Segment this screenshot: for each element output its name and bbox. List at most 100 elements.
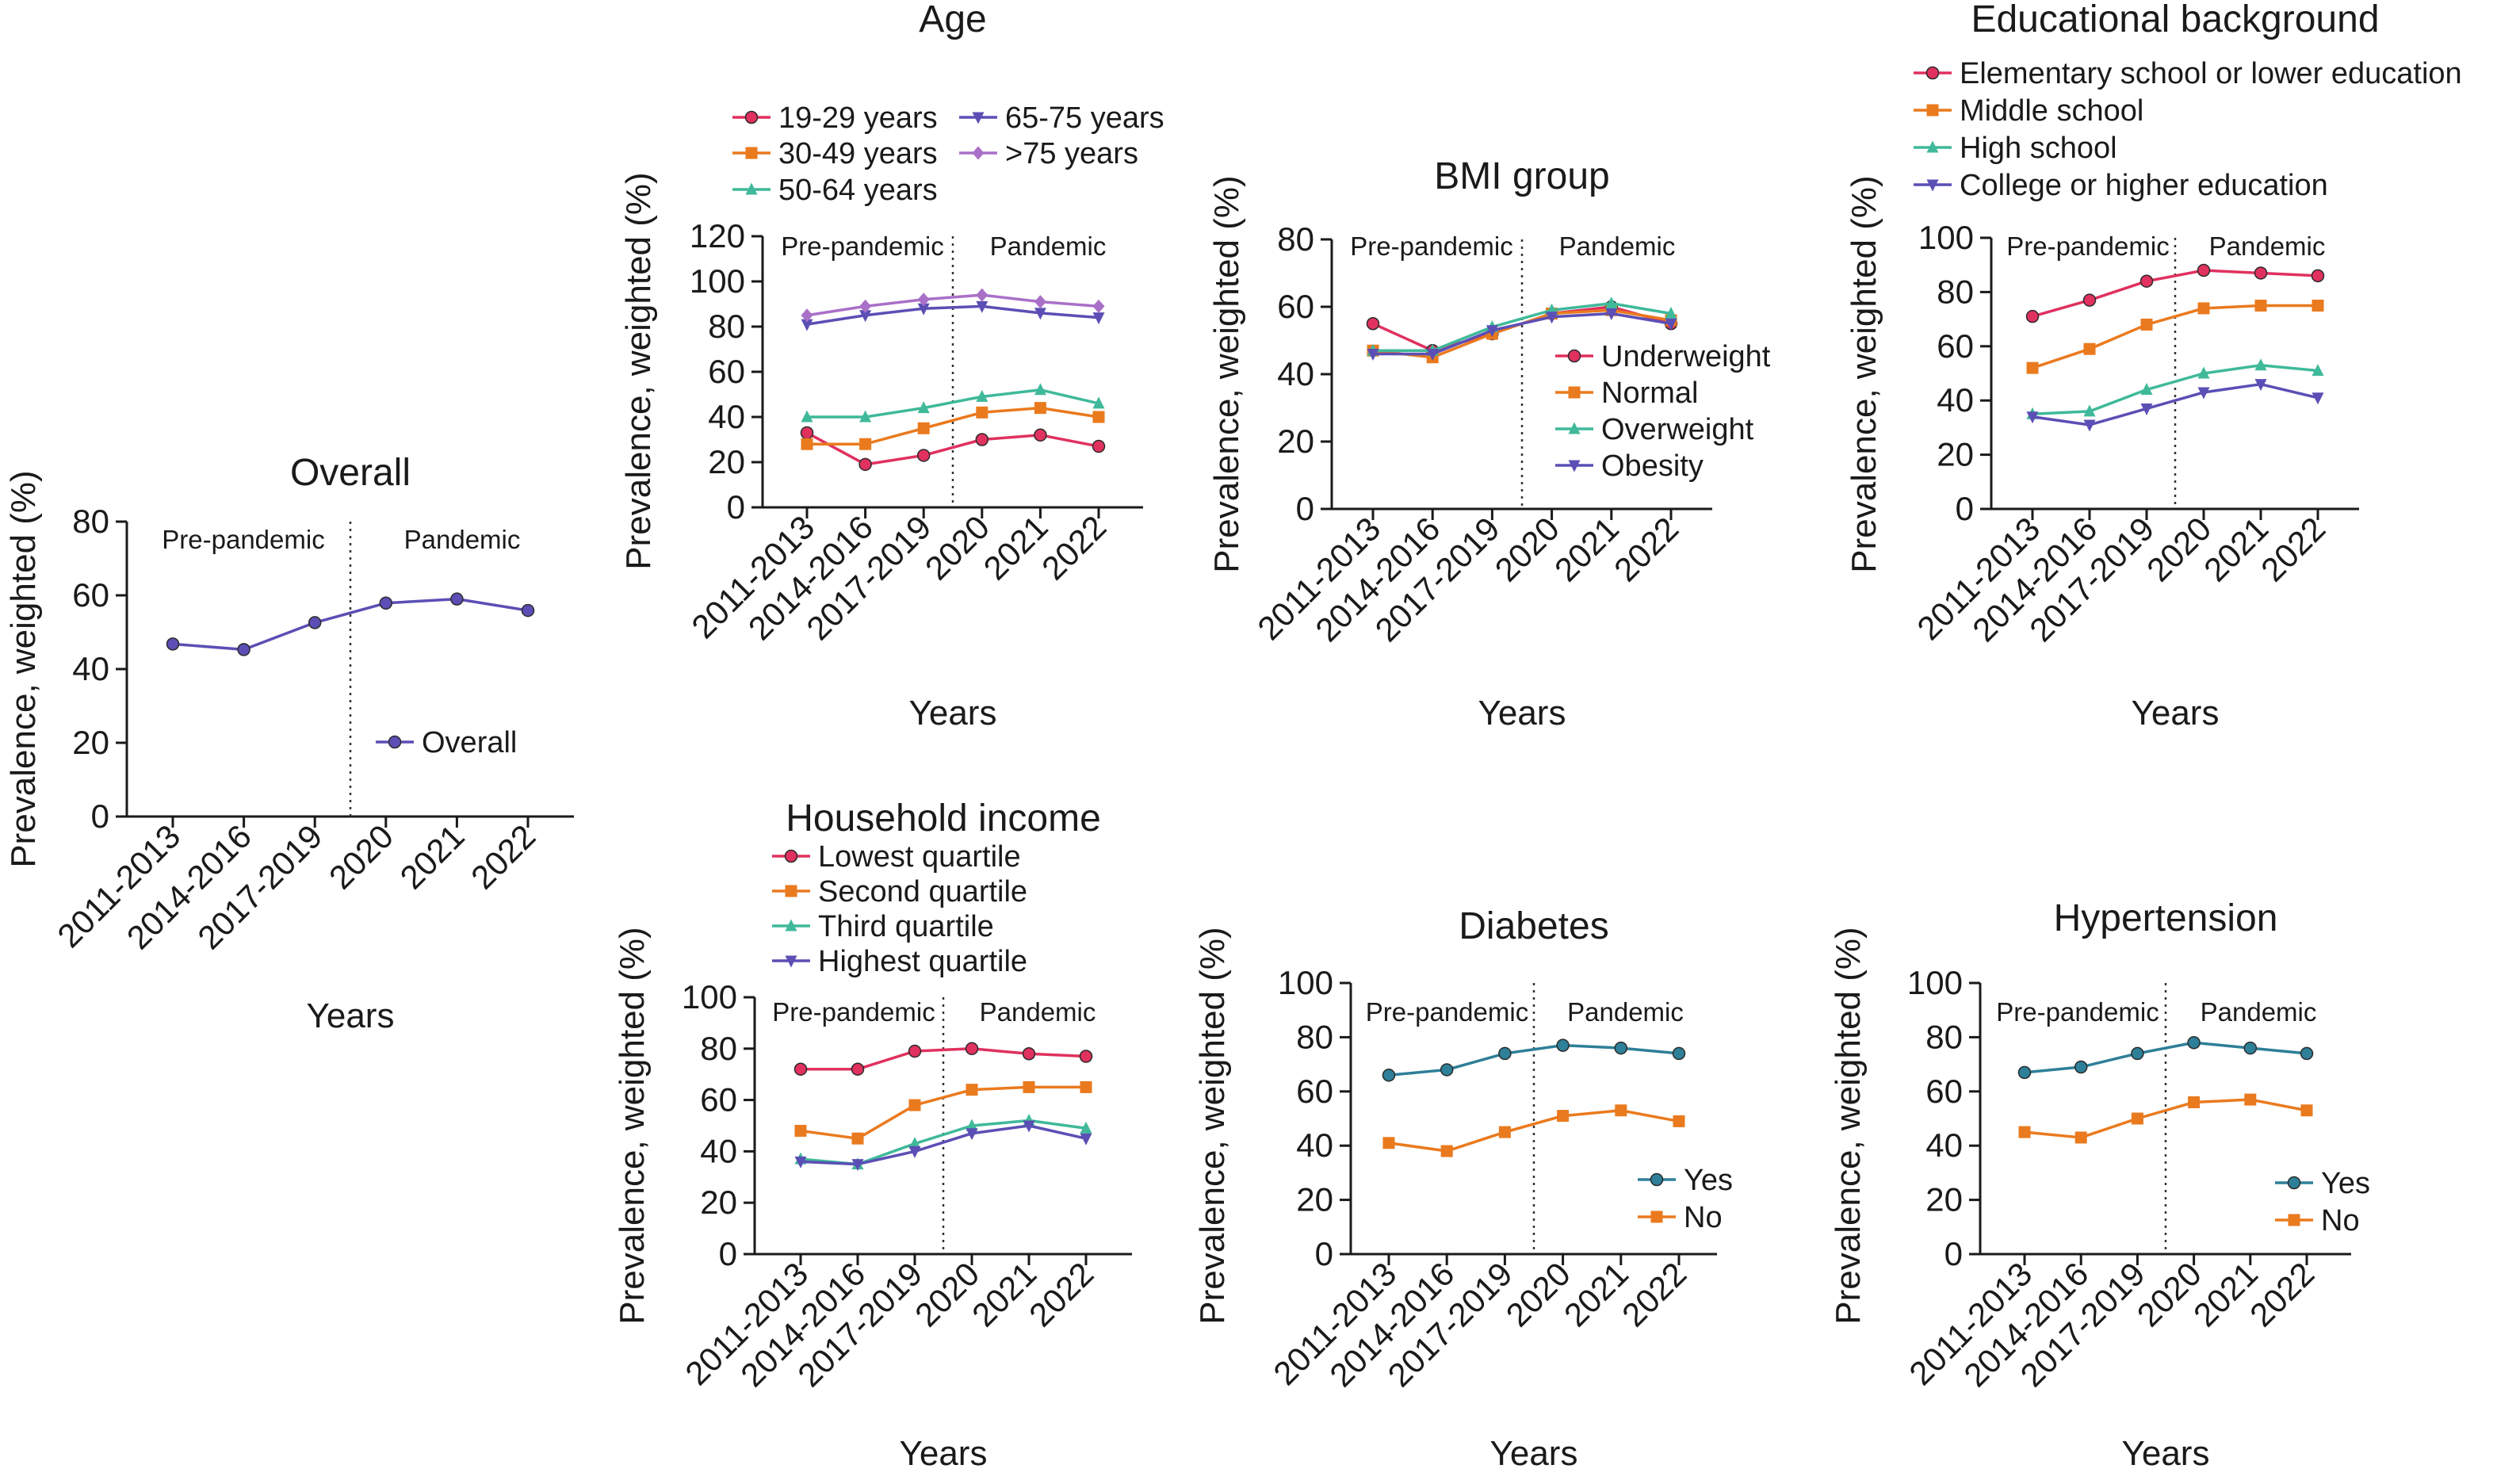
y-tick-label: 20 <box>72 724 109 761</box>
data-point-yes <box>1498 1046 1512 1061</box>
data-point-middle-school <box>2312 300 2324 312</box>
y-tick-label: 40 <box>1296 1126 1333 1164</box>
data-point-yes <box>2187 1035 2201 1050</box>
y-axis-label: Prevalence, weighted (%) <box>1829 927 1868 1324</box>
data-point-overall <box>521 603 535 618</box>
data-point-high-school <box>2312 364 2324 377</box>
data-point-highest-quartile <box>966 1128 978 1141</box>
panel-diabetes: Diabetes0204060801002011-20132014-201620… <box>1193 905 1733 1473</box>
x-tick-label: 2022 <box>2254 510 2332 588</box>
data-point-college-or-higher-education <box>2140 403 2153 415</box>
data-point-yes <box>1382 1069 1396 1082</box>
data-point-third-quartile <box>966 1119 978 1131</box>
data-point-65-75-years <box>1034 308 1046 320</box>
data-point-obesity <box>1426 349 1439 361</box>
legend-marker-65-75-years <box>972 112 985 124</box>
data-point-yes <box>2074 1060 2088 1074</box>
series-line-obesity <box>1373 312 1672 356</box>
data-point-65-75-years <box>1092 312 1105 325</box>
period-label-pandemic: Pandemic <box>1567 997 1684 1027</box>
y-axis-label: Prevalence, weighted (%) <box>1193 927 1232 1324</box>
data-point-highest-quartile <box>908 1146 921 1158</box>
data-point-highest-quartile <box>851 1159 864 1172</box>
data-point-overall <box>450 592 464 606</box>
period-label-pre: Pre-pandemic <box>781 231 943 261</box>
chart-title: Age <box>919 0 986 40</box>
y-tick-label: 40 <box>1937 381 1974 419</box>
data-point-no <box>2074 1131 2087 1144</box>
chart-title: Overall <box>290 452 411 494</box>
x-tick-label: 2020 <box>2130 1255 2208 1333</box>
panel-overall: Overall0204060802011-20132014-20162017-2… <box>4 452 574 1035</box>
legend-label-19-29-years: 19-29 years <box>778 101 938 135</box>
data-point-high-school <box>2083 404 2096 417</box>
x-tick-label: 2021 <box>2186 1255 2265 1333</box>
x-tick-label: 2022 <box>1607 510 1685 588</box>
series-line-lowest-quartile <box>801 1047 1087 1071</box>
series-line-19-29-years <box>806 431 1099 466</box>
legend-marker-normal <box>1568 386 1581 399</box>
x-axis-label: Years <box>1478 694 1566 732</box>
data-point-college-or-higher-education <box>2312 392 2324 405</box>
panel-age: Age0204060801001202011-20132014-20162017… <box>619 0 1164 732</box>
y-tick-label: 80 <box>1277 220 1314 258</box>
y-tick-label: 100 <box>1907 964 1963 1001</box>
data-point-50-64-years <box>917 401 930 414</box>
data-point-college-or-higher-education <box>2083 419 2096 432</box>
data-point-elementary-school-or-lower-education <box>2254 266 2268 280</box>
legend-marker-college-or-higher-education <box>1926 179 1939 192</box>
data-point-30-49-years <box>917 422 930 434</box>
period-label-pandemic: Pandemic <box>1559 231 1676 261</box>
data-point-30-49-years <box>976 406 988 419</box>
data-point-highest-quartile <box>1023 1120 1035 1133</box>
x-tick-label: 2021 <box>1557 1255 1635 1333</box>
legend-label-50-64-years: 50-64 years <box>778 174 938 207</box>
legend-label-college-or-higher-education: College or higher education <box>1960 169 2328 202</box>
legend-marker-no <box>1650 1211 1663 1223</box>
data-point-underweight <box>1366 317 1380 331</box>
data-point-19-29-years <box>1034 428 1047 442</box>
data-point-overall <box>166 637 180 651</box>
data-point-no <box>2018 1126 2031 1138</box>
panel-bmi: BMI group0204060802011-20132014-20162017… <box>1207 155 1771 732</box>
period-label-pandemic: Pandemic <box>2201 997 2317 1027</box>
data-point-no <box>1382 1137 1395 1149</box>
legend-label-middle-school: Middle school <box>1960 94 2143 128</box>
panel-income: Household income0204060801002011-2013201… <box>613 797 1132 1473</box>
x-axis-label: Years <box>307 996 395 1035</box>
legend-marker-highest-quartile <box>785 955 797 968</box>
legend-marker-no <box>2288 1214 2300 1226</box>
legend-marker-third-quartile <box>785 919 797 931</box>
data-point-yes <box>1614 1041 1628 1055</box>
y-tick-label: 40 <box>1277 355 1314 392</box>
x-tick-label: 2022 <box>1022 1255 1100 1333</box>
period-label-pre: Pre-pandemic <box>1350 231 1512 261</box>
legend-marker-yes <box>2287 1176 2301 1190</box>
legend-label-normal: Normal <box>1601 377 1698 410</box>
data-point-50-64-years <box>976 389 988 402</box>
data-point-19-29-years <box>975 433 989 446</box>
chart-title: Hypertension <box>2054 897 2278 939</box>
data-point-19-29-years <box>800 426 814 440</box>
y-tick-label: 80 <box>72 503 109 540</box>
y-tick-label: 0 <box>1956 490 1974 527</box>
series-line-overall <box>172 597 529 652</box>
y-tick-label: 100 <box>690 262 745 300</box>
data-point-30-49-years <box>859 438 872 450</box>
legend-marker-50-64-years <box>745 182 758 195</box>
data-point-no <box>2300 1104 2313 1117</box>
data-point-75-years <box>1092 299 1105 313</box>
x-tick-label: 2020 <box>908 1255 986 1333</box>
legend-label-elementary-school-or-lower-education: Elementary school or lower education <box>1960 57 2462 90</box>
series-line-highest-quartile <box>800 1124 1087 1166</box>
x-tick-label: 2022 <box>2243 1255 2321 1333</box>
y-axis-label: Prevalence, weighted (%) <box>1207 175 1246 572</box>
data-point-no <box>1673 1115 1685 1127</box>
series-line-30-49-years <box>807 406 1099 446</box>
y-tick-label: 0 <box>1315 1235 1333 1272</box>
data-point-overall <box>379 596 393 610</box>
data-point-19-29-years <box>858 457 872 472</box>
data-point-yes <box>2243 1041 2258 1055</box>
data-point-overall <box>308 616 322 629</box>
